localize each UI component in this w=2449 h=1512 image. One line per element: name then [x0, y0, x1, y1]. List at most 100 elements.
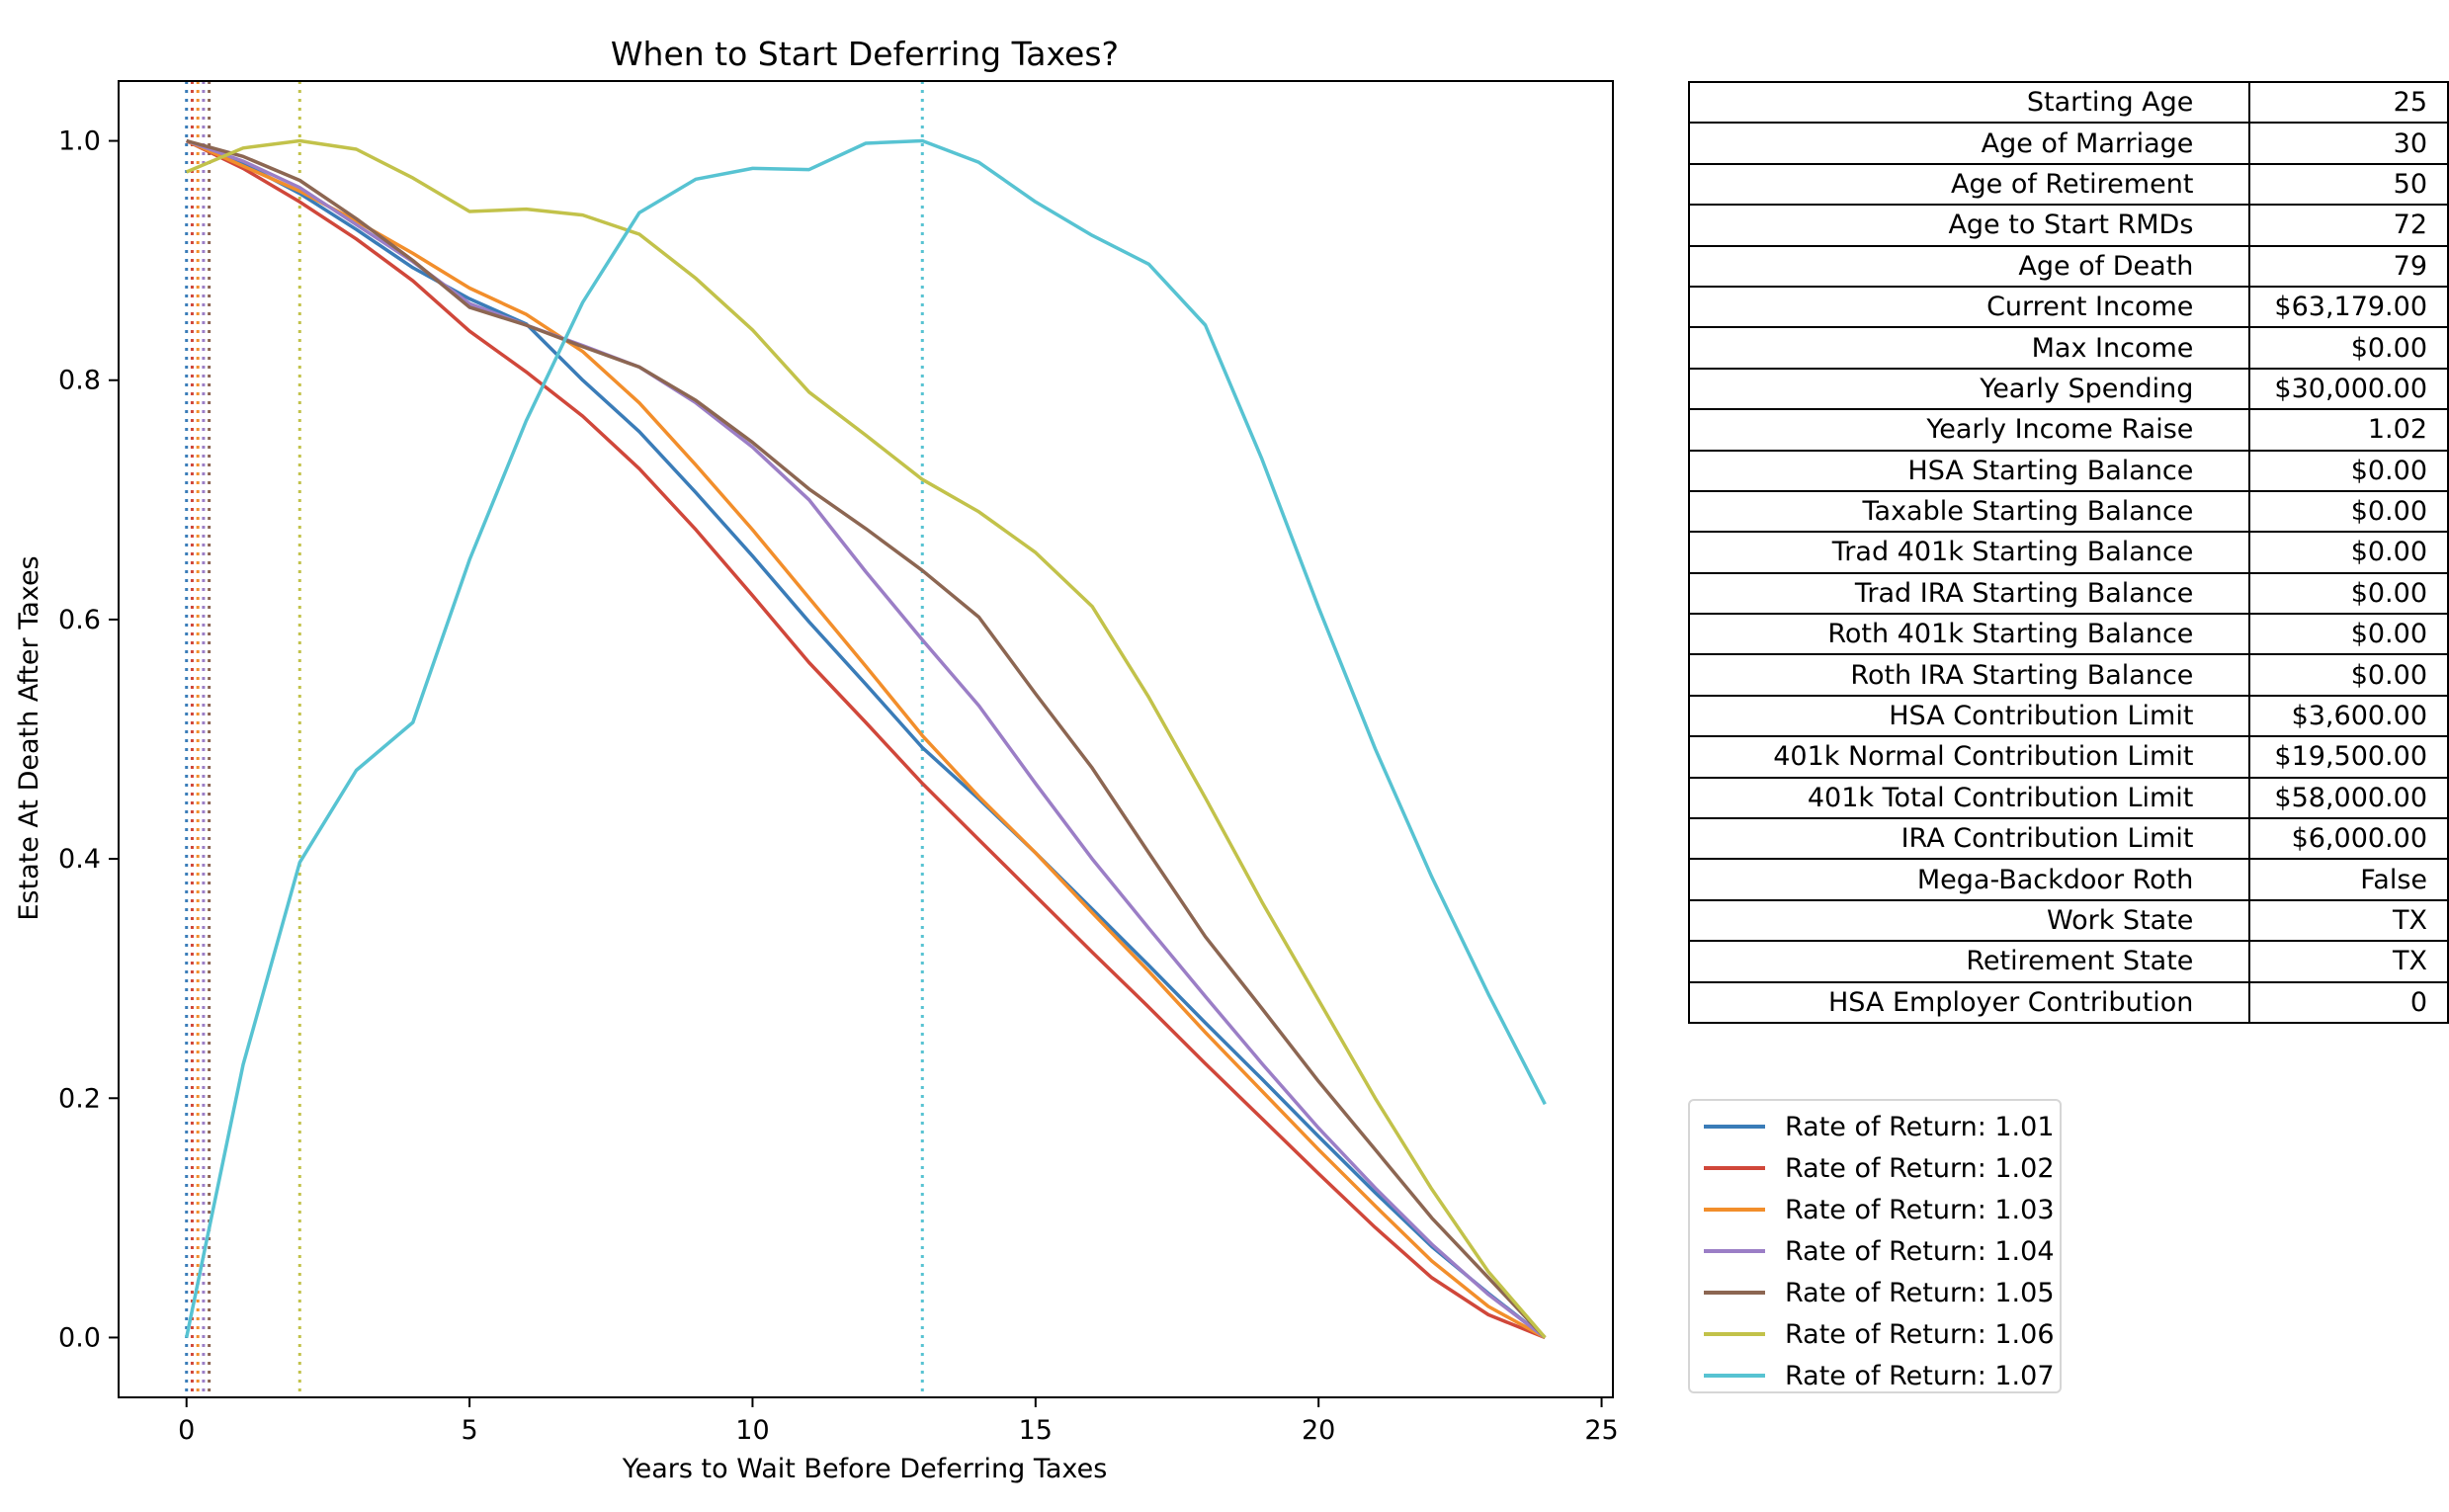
series-line-6	[186, 138, 1547, 1339]
param-label: Yearly Spending	[1687, 367, 2251, 411]
param-row: IRA Contribution Limit $6,000.00	[1687, 817, 2449, 861]
param-row: Yearly Spending $30,000.00	[1687, 367, 2449, 411]
param-value: 50	[2248, 162, 2449, 207]
param-row: Age of Retirement 50	[1687, 162, 2449, 207]
param-row: Age to Start RMDs 72	[1687, 204, 2449, 247]
param-label: Starting Age	[1687, 80, 2251, 125]
y-tick-label: 0.6	[58, 605, 101, 635]
legend-item: Rate of Return: 1.07	[1704, 1358, 2055, 1393]
legend-label: Rate of Return: 1.03	[1785, 1194, 2055, 1225]
legend-swatch	[1704, 1374, 1765, 1378]
param-row: Work State TX	[1687, 898, 2449, 943]
param-value: $6,000.00	[2248, 817, 2449, 861]
param-row: 401k Total Contribution Limit $58,000.00	[1687, 776, 2449, 820]
param-row: Roth IRA Starting Balance $0.00	[1687, 653, 2449, 697]
param-value: $0.00	[2248, 326, 2449, 370]
legend-label: Rate of Return: 1.04	[1785, 1235, 2055, 1267]
param-row: Taxable Starting Balance $0.00	[1687, 489, 2449, 534]
legend-item: Rate of Return: 1.06	[1704, 1316, 2055, 1352]
param-label: HSA Contribution Limit	[1687, 694, 2251, 738]
param-value: $0.00	[2248, 571, 2449, 616]
param-value: $30,000.00	[2248, 367, 2449, 411]
x-tick-label: 20	[1302, 1415, 1335, 1446]
chart-legend: Rate of Return: 1.01 Rate of Return: 1.02…	[1688, 1099, 2062, 1393]
series-line-3	[185, 138, 1547, 1340]
param-row: Retirement State TX	[1687, 940, 2449, 983]
param-label: Max Income	[1687, 326, 2251, 370]
param-label: HSA Employer Contribution	[1687, 980, 2251, 1024]
y-tick-label: 0.0	[58, 1322, 101, 1353]
legend-label: Rate of Return: 1.07	[1785, 1360, 2055, 1391]
param-label: Age of Death	[1687, 244, 2251, 288]
y-tick-label: 0.8	[58, 366, 101, 396]
param-row: HSA Starting Balance $0.00	[1687, 449, 2449, 492]
param-label: Taxable Starting Balance	[1687, 489, 2251, 534]
x-tick-label: 15	[1019, 1415, 1053, 1446]
x-tick-label: 0	[178, 1415, 195, 1446]
param-label: Mega-Backdoor Roth	[1687, 858, 2251, 901]
y-tick-label: 0.2	[58, 1083, 101, 1114]
chart-title: When to Start Deferring Taxes?	[611, 35, 1119, 73]
x-tick-label: 5	[461, 1415, 477, 1446]
param-label: 401k Normal Contribution Limit	[1687, 735, 2251, 779]
param-row: HSA Contribution Limit $3,600.00	[1687, 694, 2449, 738]
x-tick-label: 10	[735, 1415, 769, 1446]
param-value: 1.02	[2248, 408, 2449, 452]
param-row: Current Income $63,179.00	[1687, 285, 2449, 329]
param-row: Trad IRA Starting Balance $0.00	[1687, 571, 2449, 616]
param-label: Roth 401k Starting Balance	[1687, 613, 2251, 656]
param-row: Max Income $0.00	[1687, 326, 2449, 370]
param-label: Trad IRA Starting Balance	[1687, 571, 2251, 616]
param-value: $58,000.00	[2248, 776, 2449, 820]
legend-swatch	[1704, 1291, 1765, 1295]
legend-label: Rate of Return: 1.01	[1785, 1111, 2055, 1142]
y-axis-label: Estate At Death After Taxes	[14, 555, 44, 920]
param-row: HSA Employer Contribution 0	[1687, 980, 2449, 1024]
param-label: Age to Start RMDs	[1687, 204, 2251, 247]
param-label: Age of Retirement	[1687, 162, 2251, 207]
legend-item: Rate of Return: 1.03	[1704, 1192, 2055, 1227]
legend-label: Rate of Return: 1.06	[1785, 1318, 2055, 1350]
series-line-1	[186, 138, 1547, 1339]
legend-swatch	[1704, 1249, 1765, 1253]
legend-item: Rate of Return: 1.05	[1704, 1275, 2055, 1310]
param-value: False	[2248, 858, 2449, 901]
x-axis-label: Years to Wait Before Deferring Taxes	[622, 1454, 1108, 1484]
param-label: Retirement State	[1687, 940, 2251, 983]
param-value: $0.00	[2248, 489, 2449, 534]
legend-label: Rate of Return: 1.05	[1785, 1277, 2055, 1308]
y-tick-label: 1.0	[58, 126, 101, 157]
param-label: Trad 401k Starting Balance	[1687, 531, 2251, 574]
param-label: Work State	[1687, 898, 2251, 943]
param-value: $0.00	[2248, 531, 2449, 574]
param-value: 0	[2248, 980, 2449, 1024]
param-value: $0.00	[2248, 653, 2449, 697]
param-value: $0.00	[2248, 613, 2449, 656]
param-label: IRA Contribution Limit	[1687, 817, 2251, 861]
series-line-5	[186, 138, 1547, 1339]
param-value: TX	[2248, 940, 2449, 983]
param-row: Trad 401k Starting Balance $0.00	[1687, 531, 2449, 574]
param-label: 401k Total Contribution Limit	[1687, 776, 2251, 820]
param-value: $3,600.00	[2248, 694, 2449, 738]
series-line-7	[184, 138, 1547, 1338]
legend-item: Rate of Return: 1.04	[1704, 1233, 2055, 1269]
param-label: Current Income	[1687, 285, 2251, 329]
param-label: Age of Marriage	[1687, 122, 2251, 165]
param-row: Age of Marriage 30	[1687, 122, 2449, 165]
param-row: Starting Age 25	[1687, 80, 2449, 125]
plot-frame	[118, 80, 1614, 1398]
legend-swatch	[1704, 1332, 1765, 1336]
plot-area: 0 5 10 15 20 25 0.0 0.2 0.4 0.6 0.8 1.0	[58, 80, 1619, 1446]
legend-item: Rate of Return: 1.02	[1704, 1150, 2055, 1186]
param-value: TX	[2248, 898, 2449, 943]
param-label: Yearly Income Raise	[1687, 408, 2251, 452]
param-value: $19,500.00	[2248, 735, 2449, 779]
param-row: Age of Death 79	[1687, 244, 2449, 288]
series-line-2	[185, 138, 1546, 1340]
param-value: 25	[2248, 80, 2449, 125]
param-label: HSA Starting Balance	[1687, 449, 2251, 492]
param-value: $63,179.00	[2248, 285, 2449, 329]
param-row: Mega-Backdoor Roth False	[1687, 858, 2449, 901]
param-value: 79	[2248, 244, 2449, 288]
